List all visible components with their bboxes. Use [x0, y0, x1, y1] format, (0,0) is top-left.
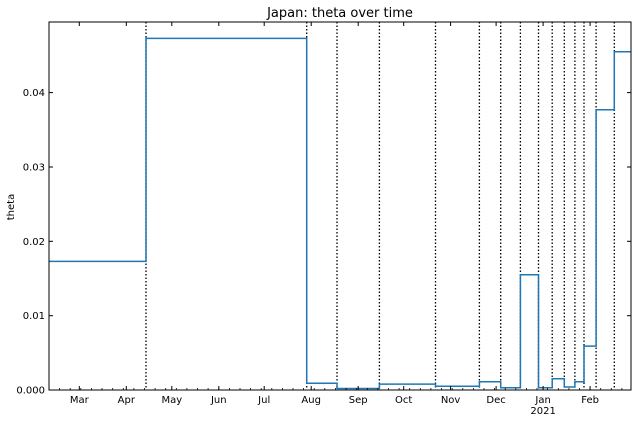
y-tick-label-1: 0.01: [23, 311, 45, 322]
x-tick-label-4: Jul: [257, 395, 270, 406]
x-tick-label-11: Feb: [581, 395, 599, 406]
series-layer: [49, 37, 631, 390]
x-tick-label-8: Nov: [441, 395, 461, 406]
x-tick-label-6: Sep: [349, 395, 368, 406]
axis-ticks: 0.000 0.01 0.02 0.03 0.04 Mar Apr May Jun Jul Aug S…: [16, 22, 631, 417]
changepoint-lines: [145, 22, 615, 390]
x-tick-label-7: Oct: [395, 395, 412, 406]
y-tick-label-2: 0.02: [23, 237, 45, 248]
series-line-0: [49, 37, 631, 390]
x-tick-label-9: Dec: [486, 395, 505, 406]
x-tick-label-10: Jan: [534, 395, 550, 406]
chart-title: Japan: theta over time: [266, 6, 413, 21]
x-tick-label-0: Mar: [70, 395, 90, 406]
y-axis-label: theta: [6, 194, 17, 220]
x-tick-label-5: Aug: [301, 395, 321, 406]
x-tick-label-3: Jun: [210, 395, 227, 406]
y-tick-label-3: 0.03: [23, 163, 45, 174]
y-tick-label-0: 0.000: [16, 386, 45, 397]
x-tick-label-1: Apr: [118, 395, 136, 406]
x-tick-label-2: May: [161, 395, 182, 406]
y-tick-label-4: 0.04: [23, 88, 45, 99]
plot-frame: [48, 21, 632, 391]
x-year-label: 2021: [530, 406, 555, 417]
